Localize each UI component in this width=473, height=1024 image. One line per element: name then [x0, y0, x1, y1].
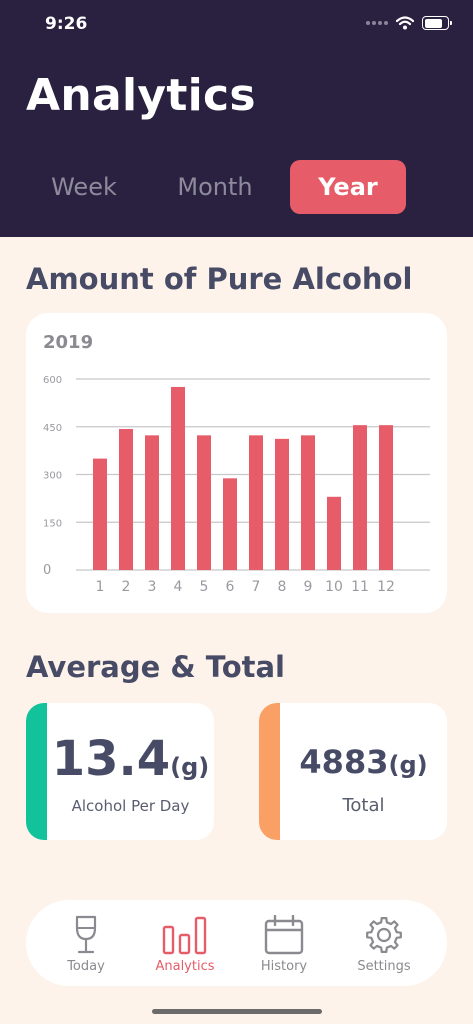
x-tick-label: 5	[200, 579, 209, 595]
segment-month[interactable]: Month	[177, 173, 253, 201]
bar-month-6	[223, 478, 237, 570]
segment-year[interactable]: Year	[290, 160, 406, 214]
header: 9:26 Analytics Week Month Year	[0, 0, 473, 237]
bar-month-9	[301, 435, 315, 570]
y-tick-label: 450	[43, 423, 62, 434]
bar-month-10	[327, 496, 341, 570]
x-tick-label: 12	[377, 579, 395, 595]
gear-icon	[366, 917, 402, 953]
bar-month-1	[93, 458, 107, 570]
tab-analytics-label: Analytics	[155, 959, 215, 974]
tab-history-label: History	[260, 959, 308, 974]
per-day-value: 13.4	[51, 731, 171, 787]
chart-section-title: Amount of Pure Alcohol	[26, 262, 413, 296]
alcohol-per-day-card: 13.4(g) Alcohol Per Day	[26, 703, 214, 840]
tab-bar: Today Analytics History Settings	[26, 900, 447, 986]
bar-month-3	[145, 435, 159, 570]
x-tick-label: 9	[304, 579, 313, 595]
per-day-accent-bar	[26, 703, 47, 840]
wifi-icon	[396, 16, 414, 30]
chart-card: 2019 0 150 300 450 600 1 2 3 4 5 6 7 8 9 10 11 12	[26, 313, 447, 613]
total-unit: (g)	[388, 751, 428, 779]
total-value-row: 4883(g)	[280, 743, 447, 781]
y-tick-label: 600	[43, 375, 62, 386]
total-value: 4883	[299, 743, 389, 781]
tab-analytics[interactable]: Analytics	[144, 900, 226, 986]
battery-icon	[422, 16, 452, 30]
total-accent-bar	[259, 703, 280, 840]
home-indicator	[152, 1009, 322, 1014]
tab-settings[interactable]: Settings	[348, 900, 420, 986]
bar-month-8	[275, 438, 289, 570]
x-tick-label: 4	[174, 579, 183, 595]
x-tick-label: 2	[122, 579, 131, 595]
calendar-icon	[264, 915, 304, 955]
x-tick-label: 7	[252, 579, 261, 595]
page-title: Analytics	[26, 70, 256, 121]
tab-today-label: Today	[67, 959, 105, 974]
total-label: Total	[342, 795, 385, 816]
bar-month-7	[249, 435, 263, 570]
tab-settings-label: Settings	[357, 959, 411, 974]
wine-glass-icon	[75, 915, 97, 954]
status-time: 9:26	[45, 14, 88, 34]
segment-week[interactable]: Week	[51, 173, 117, 201]
total-card: 4883(g) Total	[259, 703, 447, 840]
per-day-unit: (g)	[170, 753, 210, 781]
x-tick-label: 8	[278, 579, 287, 595]
x-tick-label: 11	[351, 579, 369, 595]
bar-month-5	[197, 435, 211, 570]
bar-month-2	[119, 428, 133, 570]
y-tick-label: 0	[43, 563, 51, 578]
per-day-value-row: 13.4(g)	[47, 731, 214, 787]
x-tick-label: 10	[325, 579, 343, 595]
bar-month-12	[379, 425, 393, 570]
status-icons	[366, 16, 452, 30]
x-tick-label: 3	[148, 579, 157, 595]
x-tick-label: 6	[226, 579, 235, 595]
per-day-label: Alcohol Per Day	[71, 797, 190, 815]
chart-year-label: 2019	[43, 332, 94, 353]
tab-history[interactable]: History	[248, 900, 320, 986]
signal-icon	[366, 21, 388, 25]
bar-month-4	[171, 386, 185, 570]
tab-today[interactable]: Today	[50, 900, 122, 986]
bar-month-11	[353, 425, 367, 570]
bar-chart-icon	[162, 916, 207, 955]
stats-section-title: Average & Total	[26, 650, 285, 684]
y-tick-label: 300	[43, 471, 62, 482]
y-tick-label: 150	[43, 518, 62, 529]
x-tick-label: 1	[96, 579, 105, 595]
